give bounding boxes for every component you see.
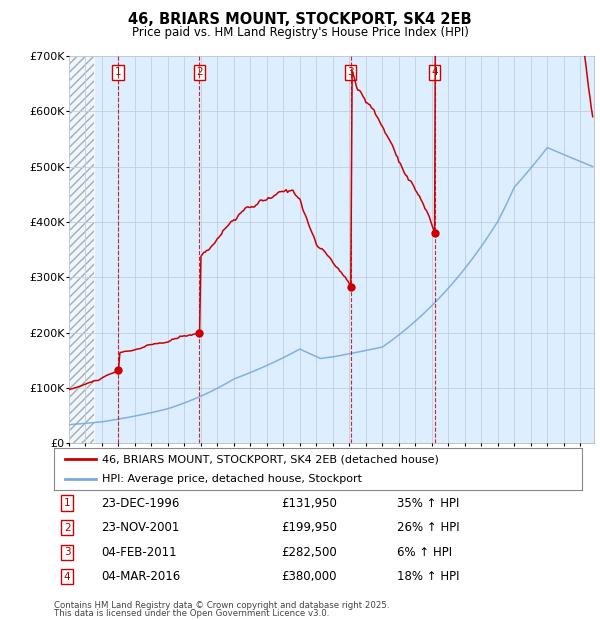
Text: £282,500: £282,500 — [281, 546, 337, 559]
Text: 3: 3 — [347, 68, 354, 78]
Text: 2: 2 — [64, 523, 71, 533]
Bar — [69, 56, 94, 443]
Text: HPI: Average price, detached house, Stockport: HPI: Average price, detached house, Stoc… — [101, 474, 362, 484]
Text: 4: 4 — [431, 68, 438, 78]
Text: 04-FEB-2011: 04-FEB-2011 — [101, 546, 177, 559]
Text: 23-NOV-2001: 23-NOV-2001 — [101, 521, 180, 534]
Text: 46, BRIARS MOUNT, STOCKPORT, SK4 2EB: 46, BRIARS MOUNT, STOCKPORT, SK4 2EB — [128, 12, 472, 27]
Text: 23-DEC-1996: 23-DEC-1996 — [101, 497, 180, 510]
Text: 18% ↑ HPI: 18% ↑ HPI — [397, 570, 460, 583]
Text: 3: 3 — [64, 547, 71, 557]
Text: £380,000: £380,000 — [281, 570, 337, 583]
Text: Contains HM Land Registry data © Crown copyright and database right 2025.: Contains HM Land Registry data © Crown c… — [54, 601, 389, 611]
Text: 4: 4 — [64, 572, 71, 582]
Text: 26% ↑ HPI: 26% ↑ HPI — [397, 521, 460, 534]
Text: 1: 1 — [115, 68, 121, 78]
Text: 1: 1 — [64, 498, 71, 508]
Text: 35% ↑ HPI: 35% ↑ HPI — [397, 497, 460, 510]
Bar — [69, 56, 94, 443]
Text: 2: 2 — [196, 68, 203, 78]
Text: Price paid vs. HM Land Registry's House Price Index (HPI): Price paid vs. HM Land Registry's House … — [131, 26, 469, 39]
Text: £131,950: £131,950 — [281, 497, 337, 510]
Text: This data is licensed under the Open Government Licence v3.0.: This data is licensed under the Open Gov… — [54, 609, 329, 618]
Text: 6% ↑ HPI: 6% ↑ HPI — [397, 546, 452, 559]
Text: 04-MAR-2016: 04-MAR-2016 — [101, 570, 181, 583]
Text: 46, BRIARS MOUNT, STOCKPORT, SK4 2EB (detached house): 46, BRIARS MOUNT, STOCKPORT, SK4 2EB (de… — [101, 454, 439, 464]
Text: £199,950: £199,950 — [281, 521, 337, 534]
